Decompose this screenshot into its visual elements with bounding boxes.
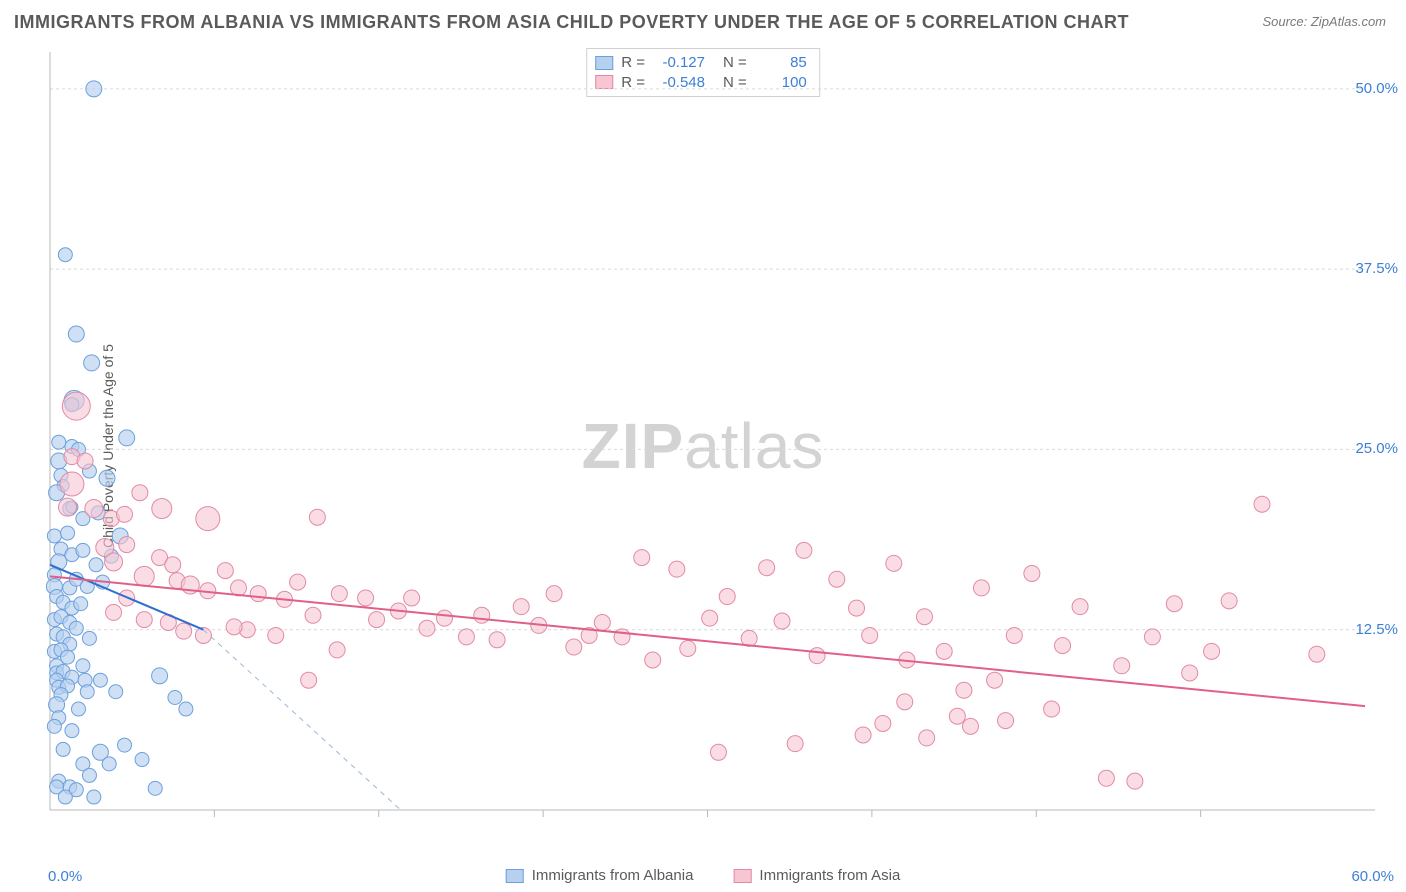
chart-title: IMMIGRANTS FROM ALBANIA VS IMMIGRANTS FR… [14,12,1129,33]
legend-swatch [733,869,751,883]
legend-item: Immigrants from Asia [733,867,900,884]
y-tick-label: 50.0% [1355,80,1398,97]
series-albania [46,81,193,804]
legend-swatch [506,869,524,883]
scatter-plot [45,50,1385,840]
y-tick-label: 25.0% [1355,440,1398,457]
legend-item: Immigrants from Albania [506,867,694,884]
legend-label: Immigrants from Asia [759,867,900,884]
legend-label: Immigrants from Albania [532,867,694,884]
y-tick-label: 12.5% [1355,621,1398,638]
source-text: Source: ZipAtlas.com [1262,14,1386,29]
y-tick-label: 37.5% [1355,260,1398,277]
x-axis-min-label: 0.0% [48,868,82,885]
series-asia [59,392,1325,789]
x-axis-max-label: 60.0% [1351,868,1394,885]
bottom-legend: Immigrants from Albania Immigrants from A… [506,867,901,884]
